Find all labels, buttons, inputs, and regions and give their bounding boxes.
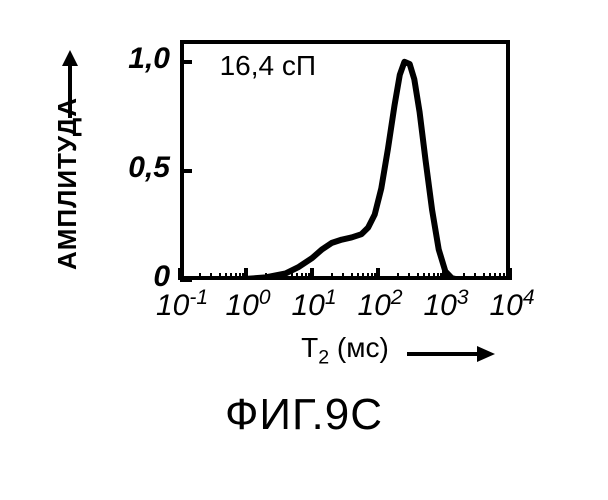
- figure-caption: ФИГ.9C: [0, 390, 608, 440]
